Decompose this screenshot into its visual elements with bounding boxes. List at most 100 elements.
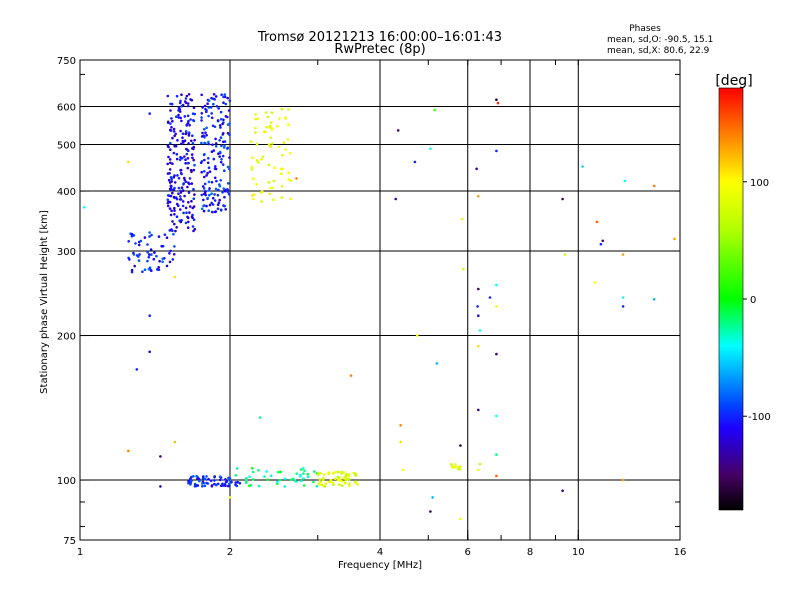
data-point <box>477 468 480 472</box>
data-point <box>276 125 279 128</box>
data-point <box>192 229 195 233</box>
data-point <box>202 209 206 213</box>
data-point <box>459 517 462 521</box>
y-tick-label: 300 <box>57 247 76 258</box>
data-point <box>187 93 191 96</box>
data-point <box>396 129 400 132</box>
data-point <box>287 178 291 181</box>
data-point <box>267 143 271 146</box>
data-point <box>189 477 192 481</box>
data-point <box>132 234 136 237</box>
data-point <box>146 250 149 254</box>
data-point <box>191 213 194 217</box>
data-point <box>204 131 207 134</box>
data-point <box>203 128 206 131</box>
data-point <box>169 161 172 165</box>
data-point <box>187 181 190 184</box>
data-point <box>173 206 176 210</box>
data-point <box>251 197 255 201</box>
data-point <box>254 117 257 121</box>
data-point <box>215 179 218 183</box>
data-point <box>229 480 233 484</box>
data-point <box>169 213 173 217</box>
data-point <box>168 207 172 210</box>
data-point <box>338 483 341 486</box>
data-point <box>130 270 134 274</box>
data-point <box>172 127 176 131</box>
data-point <box>208 170 212 173</box>
data-point <box>127 240 130 243</box>
data-point <box>279 167 283 171</box>
data-point <box>182 141 185 144</box>
x-tick-label: 8 <box>527 547 533 558</box>
data-point <box>184 97 188 100</box>
data-point <box>267 163 271 167</box>
data-point <box>161 260 164 264</box>
data-point <box>186 185 189 189</box>
data-point <box>191 225 195 228</box>
colorbar-strip <box>718 87 744 511</box>
data-point <box>225 480 229 483</box>
data-point <box>319 480 322 484</box>
data-point <box>264 111 268 114</box>
data-points <box>83 93 676 521</box>
x-tick-label: 1 <box>77 547 83 558</box>
data-point <box>259 191 263 194</box>
data-point <box>183 100 187 103</box>
data-point <box>478 462 482 466</box>
data-point <box>148 253 151 256</box>
data-point <box>83 206 86 209</box>
data-point <box>354 480 358 483</box>
data-point <box>251 156 254 160</box>
data-point <box>652 184 656 188</box>
data-point <box>340 484 344 488</box>
data-point <box>303 469 306 473</box>
data-point <box>433 108 437 112</box>
data-point <box>178 158 182 162</box>
data-point <box>226 182 230 185</box>
data-point <box>153 251 156 254</box>
data-point <box>208 187 211 190</box>
data-point <box>189 98 192 101</box>
data-point <box>287 171 291 174</box>
data-point <box>215 105 219 108</box>
data-point <box>348 484 351 487</box>
data-point <box>319 471 322 475</box>
data-point <box>220 158 223 161</box>
data-point <box>169 194 173 198</box>
data-point <box>217 201 221 204</box>
data-point <box>270 111 274 114</box>
data-point <box>435 362 439 365</box>
data-point <box>348 477 351 481</box>
x-tick-label: 2 <box>227 547 233 558</box>
data-point <box>169 122 172 125</box>
data-point <box>206 171 209 175</box>
data-point <box>174 229 177 233</box>
data-point <box>180 186 184 189</box>
data-point <box>214 187 218 191</box>
data-point <box>181 136 184 139</box>
data-point <box>226 484 230 488</box>
data-point <box>167 145 170 149</box>
data-point <box>218 155 221 158</box>
data-point <box>185 147 188 151</box>
data-point <box>183 155 186 158</box>
data-point <box>181 132 185 135</box>
data-point <box>169 141 172 145</box>
data-point <box>315 484 319 488</box>
data-point <box>218 150 222 154</box>
data-point <box>188 205 192 208</box>
data-point <box>477 195 480 198</box>
data-point <box>268 126 272 129</box>
data-point <box>561 197 564 201</box>
data-point <box>228 122 231 125</box>
y-axis-label: Stationary phase Virtual Height [km] <box>39 210 50 394</box>
data-point <box>186 104 190 108</box>
data-point <box>187 201 190 204</box>
data-point <box>184 221 188 225</box>
data-point <box>219 160 223 164</box>
data-point <box>190 199 193 203</box>
data-point <box>476 305 479 308</box>
data-point <box>176 174 179 177</box>
data-point <box>320 483 324 486</box>
